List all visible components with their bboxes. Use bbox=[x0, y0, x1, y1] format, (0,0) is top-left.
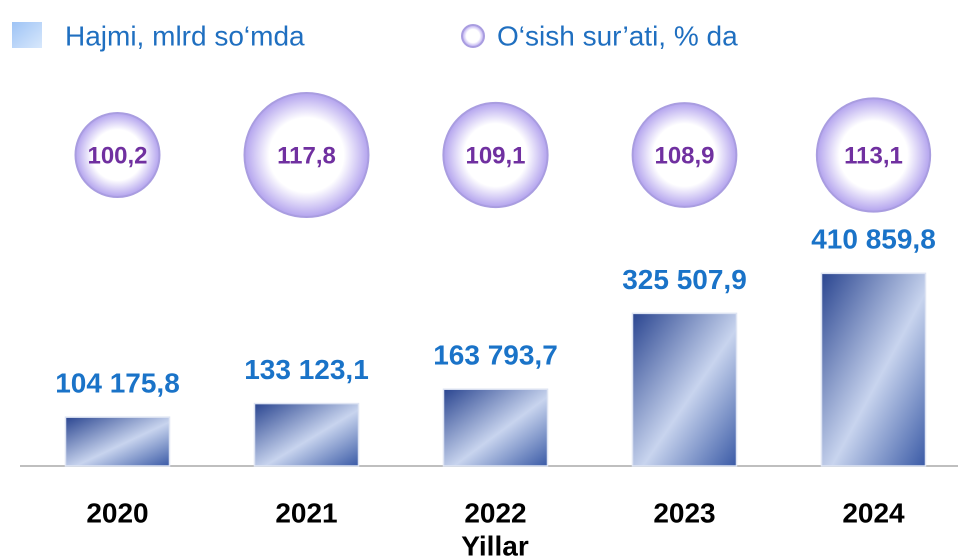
x-tick-label: 2022 bbox=[464, 497, 526, 528]
bubble bbox=[815, 97, 932, 213]
x-tick-label: 2021 bbox=[275, 497, 337, 528]
bubble bbox=[631, 102, 738, 208]
bubble bbox=[74, 112, 161, 198]
bar bbox=[442, 388, 549, 467]
legend-swatch bbox=[12, 22, 42, 48]
x-tick-label: 2024 bbox=[842, 497, 905, 528]
x-axis-label: Yillar bbox=[461, 530, 529, 558]
bar bbox=[253, 402, 360, 467]
bubble-value-label: 113,1 bbox=[844, 142, 903, 169]
legend-label: O‘sish sur’ati, % da bbox=[497, 20, 738, 51]
bar bbox=[64, 416, 171, 467]
bubble-value-label: 108,9 bbox=[654, 142, 714, 169]
bar-value-label: 133 123,1 bbox=[244, 354, 369, 385]
bar-value-label: 104 175,8 bbox=[55, 368, 180, 399]
bar-value-label: 325 507,9 bbox=[622, 264, 747, 295]
legend-label: Hajmi, mlrd so‘mda bbox=[65, 20, 305, 51]
bar-value-label: 163 793,7 bbox=[433, 340, 558, 371]
bubble bbox=[243, 92, 370, 218]
bubble bbox=[442, 101, 549, 209]
bubble-value-label: 100,2 bbox=[87, 142, 147, 169]
x-tick-label: 2020 bbox=[86, 497, 148, 528]
bar-value-label: 410 859,8 bbox=[811, 224, 936, 255]
legend-swatch bbox=[461, 24, 485, 48]
bar bbox=[820, 272, 927, 467]
x-tick-label: 2023 bbox=[653, 497, 715, 528]
bubble-value-label: 109,1 bbox=[465, 142, 525, 169]
bar bbox=[631, 312, 738, 467]
bubble-value-label: 117,8 bbox=[277, 142, 336, 169]
